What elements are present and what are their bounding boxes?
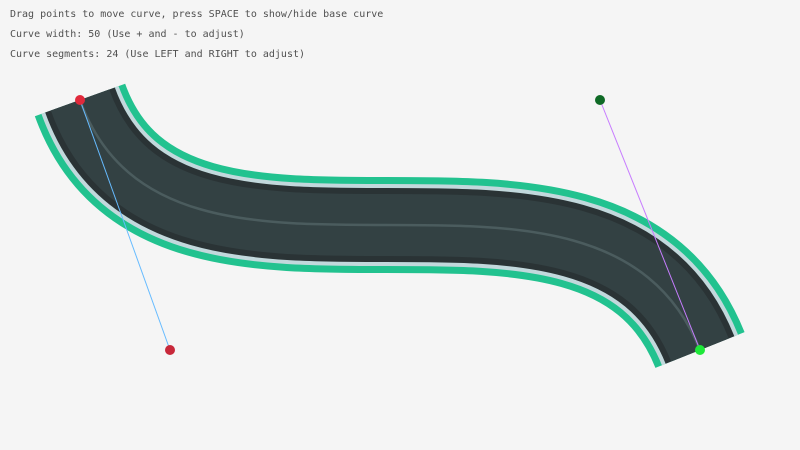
start-handle-line <box>79 99 171 351</box>
curve-width-label: Curve width: 50 (Use + and - to adjust) <box>10 29 245 40</box>
end-control-handle[interactable] <box>595 95 605 105</box>
instruction-drag: Drag points to move curve, press SPACE t… <box>10 9 384 20</box>
end-point-handle[interactable] <box>695 345 705 355</box>
end-handle-line <box>599 99 701 351</box>
curve-segments-label: Curve segments: 24 (Use LEFT and RIGHT t… <box>10 49 306 60</box>
lane-line <box>78 99 702 351</box>
start-control-handle[interactable] <box>165 345 175 355</box>
start-point-handle[interactable] <box>75 95 85 105</box>
